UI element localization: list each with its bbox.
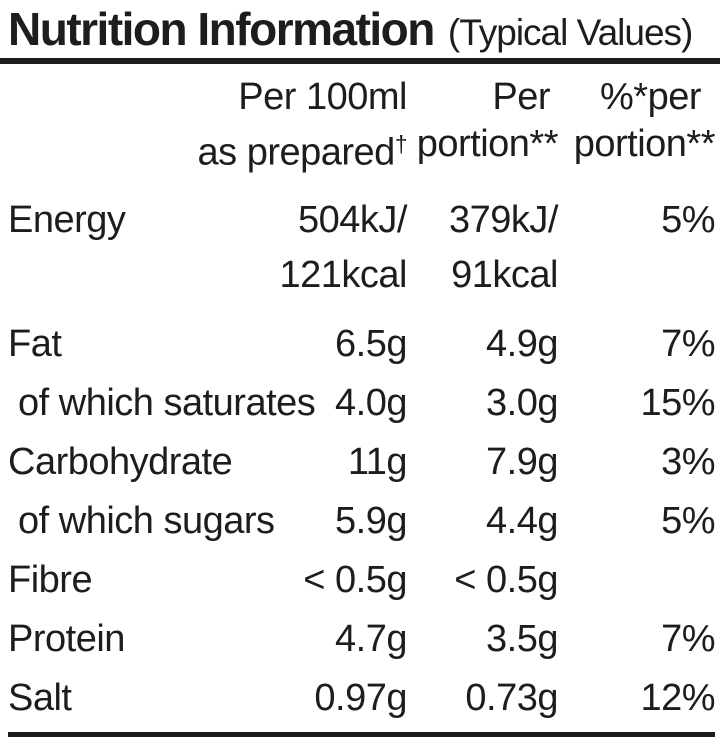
table-row-fat: Fat 6.5g 4.9g 7%	[8, 317, 716, 372]
col-header-per-portion: Per portion**	[407, 74, 559, 177]
cell-per-portion: 379kJ/ 91kcal	[449, 198, 558, 296]
cell-percent: 7%	[661, 617, 715, 660]
cell-per-100ml: 0.97g	[314, 676, 407, 719]
cell-percent: 5%	[661, 198, 715, 241]
table-row-energy: Energy 504kJ/ 121kcal 379kJ/ 91kcal 5%	[8, 193, 716, 303]
col-header-percent-line2: portion**	[573, 123, 716, 165]
panel-header: Nutrition Information (Typical Values)	[0, 0, 720, 58]
row-label: Fibre	[8, 558, 93, 601]
table-row-fibre: Fibre < 0.5g < 0.5g	[8, 553, 715, 608]
col-header-per-portion-line2: portion**	[416, 123, 559, 165]
table-row-saturates: of which saturates 4.0g 3.0g 15%	[8, 376, 716, 431]
cell-per-100ml: 4.0g	[335, 381, 407, 424]
title-suffix: (Typical Values)	[447, 12, 693, 53]
table-row-protein: Protein 4.7g 3.5g 7%	[8, 612, 716, 667]
cell-percent: 5%	[661, 499, 715, 542]
cell-percent: 15%	[640, 381, 715, 424]
table-row-carbohydrate: Carbohydrate 11g 7.9g 3%	[8, 435, 716, 490]
row-label: of which sugars	[18, 499, 275, 542]
row-label: Carbohydrate	[8, 440, 233, 483]
col-header-percent-per-portion: %*per portion**	[558, 74, 716, 177]
row-label: Salt	[8, 676, 72, 719]
cell-percent: 3%	[661, 440, 715, 483]
cell-per-portion: 3.5g	[486, 617, 558, 660]
cell-per-portion: 0.73g	[465, 676, 558, 719]
col-header-per-100ml: Per 100ml as prepared†	[8, 74, 408, 177]
cell-per-100ml: < 0.5g	[303, 558, 407, 601]
dagger-symbol: †	[394, 131, 408, 157]
divider-bottom	[8, 731, 715, 737]
cell-per-portion: 7.9g	[486, 440, 558, 483]
row-label: of which saturates	[18, 381, 316, 424]
table-header-row: Per 100ml as prepared† Per portion** %*p…	[8, 74, 716, 177]
cell-percent: 7%	[661, 322, 715, 365]
divider-top	[0, 58, 720, 64]
col-header-per-100ml-line1: Per 100ml	[238, 76, 407, 118]
page-title: Nutrition Information	[8, 3, 435, 55]
nutrition-table: Per 100ml as prepared† Per portion** %*p…	[0, 74, 720, 737]
col-header-per-100ml-line2: as prepared†	[197, 131, 408, 174]
row-label: Energy	[8, 198, 126, 241]
row-label: Protein	[8, 617, 125, 660]
table-row-sugars: of which sugars 5.9g 4.4g 5%	[8, 494, 716, 549]
cell-percent	[558, 553, 715, 608]
cell-per-portion: 3.0g	[486, 381, 558, 424]
cell-per-portion: 4.4g	[486, 499, 558, 542]
col-header-per-portion-line1: Per	[492, 76, 550, 118]
col-header-percent-line1: %*per	[600, 76, 702, 118]
cell-per-100ml: 11g	[347, 440, 408, 483]
cell-per-100ml: 4.7g	[335, 617, 407, 660]
cell-per-portion: < 0.5g	[454, 558, 558, 601]
cell-percent: 12%	[640, 676, 715, 719]
cell-per-portion: 4.9g	[486, 322, 558, 365]
cell-per-100ml: 504kJ/ 121kcal	[279, 198, 408, 296]
table-row-salt: Salt 0.97g 0.73g 12%	[8, 671, 716, 726]
cell-per-100ml: 6.5g	[335, 322, 407, 365]
row-label: Fat	[8, 322, 62, 365]
cell-per-100ml: 5.9g	[335, 499, 407, 542]
